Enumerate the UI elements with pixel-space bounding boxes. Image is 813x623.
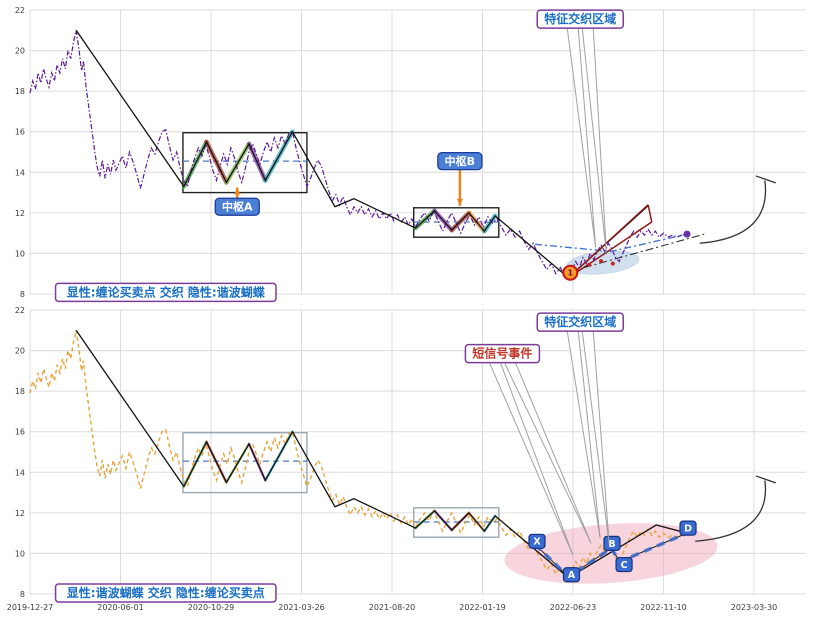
pattern-point-C <box>615 556 633 573</box>
x-tick-label: 2022-11-10 <box>640 603 687 612</box>
annotation-arrowhead <box>456 198 464 206</box>
scatter-dot <box>683 230 691 238</box>
pattern-point-A <box>562 567 581 583</box>
pattern-point-X <box>528 533 546 549</box>
x-tick-label: 2020-06-01 <box>97 603 144 612</box>
x-tick-label: 2022-01-19 <box>459 603 506 612</box>
y-tick-label: 20 <box>15 47 25 56</box>
x-tick-label: 2019-12-27 <box>7 603 54 612</box>
curve-arrow-cap <box>755 175 776 184</box>
panel-legend-label: 显性:谐波蝴蝶 交织 隐性:缠论买卖点 <box>67 585 265 600</box>
pattern-point-label: X <box>533 537 541 548</box>
annotation-arrowhead <box>234 187 241 195</box>
y-tick-label: 22 <box>15 306 25 315</box>
callout-label: 特征交织区域 <box>544 11 616 26</box>
curve-arrow-cap <box>755 475 776 484</box>
panel-legend-box <box>54 583 277 603</box>
callout-box <box>464 343 541 364</box>
x-tick-label: 2022-06-23 <box>550 603 597 612</box>
y-tick-label: 16 <box>15 128 25 137</box>
pattern-point-D <box>679 520 697 536</box>
pattern-point-label: C <box>621 560 628 571</box>
projection-curve-arrow <box>695 480 767 542</box>
y-tick-label: 18 <box>15 387 25 396</box>
callout-box <box>536 9 624 29</box>
panel-legend-label: 显性:缠论买卖点 交织 隐性:谐波蝴蝶 <box>67 284 266 299</box>
y-tick-label: 12 <box>15 509 25 518</box>
x-tick-label: 2023-03-30 <box>731 603 778 612</box>
y-tick-label: 18 <box>15 87 25 96</box>
buy-point-marker-label: 1 <box>567 268 573 277</box>
trend-dashdot-line <box>583 233 705 269</box>
x-tick-label: 2021-03-26 <box>278 603 325 612</box>
projection-curve-arrow <box>699 180 767 244</box>
pivot-zone-box <box>182 132 308 194</box>
y-tick-label: 16 <box>15 428 25 437</box>
pattern-point-label: A <box>568 570 576 581</box>
scatter-dot <box>599 259 604 264</box>
zigzag-trend-line <box>75 29 649 279</box>
y-tick-label: 14 <box>15 168 25 177</box>
callout-label: 特征交织区域 <box>544 314 616 329</box>
hidden-butterfly-dashdot <box>534 233 688 253</box>
y-tick-label: 10 <box>15 549 25 558</box>
y-tick-label: 14 <box>15 468 25 477</box>
panel-legend-box <box>54 282 277 303</box>
scatter-dot <box>610 261 615 266</box>
pattern-point-label: B <box>608 539 615 550</box>
zone-label-text: 中枢B <box>445 154 475 168</box>
zone-label-button <box>437 151 483 171</box>
y-tick-label: 12 <box>15 209 25 218</box>
y-tick-label: 10 <box>15 249 25 258</box>
callout-box <box>536 312 624 332</box>
pattern-point-label: D <box>684 524 692 535</box>
y-tick-label: 8 <box>20 590 25 599</box>
y-tick-label: 22 <box>15 6 25 15</box>
buy-point-marker <box>562 264 579 281</box>
zone-label-button <box>214 197 260 216</box>
scatter-dot <box>587 262 592 267</box>
butterfly-blue-dashed <box>533 531 688 579</box>
y-tick-label: 20 <box>15 347 25 356</box>
projection-line-1 <box>567 204 649 279</box>
projection-line-3 <box>647 204 653 223</box>
zone-label-text: 中枢A <box>222 200 253 214</box>
callout-label: 短信号事件 <box>472 346 532 361</box>
zigzag-trend-line <box>75 329 688 579</box>
pivot-zone-box <box>182 432 308 494</box>
x-tick-label: 2020-10-29 <box>188 603 235 612</box>
x-tick-label: 2021-08-20 <box>369 603 416 612</box>
y-tick-label: 8 <box>20 290 25 299</box>
pattern-point-B <box>603 535 621 551</box>
projection-line-2 <box>568 221 653 279</box>
